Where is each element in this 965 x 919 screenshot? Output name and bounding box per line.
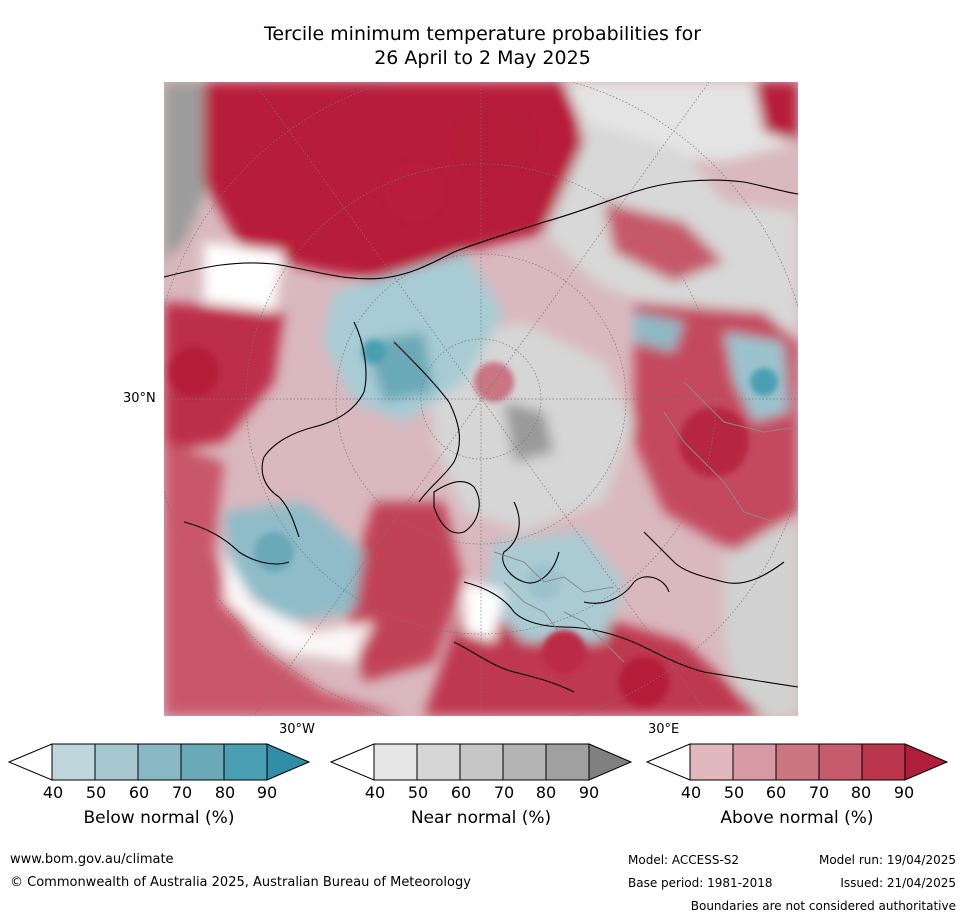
cbar-below-tick-40: 40 [42, 783, 64, 802]
coastlines [164, 179, 798, 693]
lon-label-30w: 30°W [279, 722, 315, 737]
lon-label-30e: 30°E [648, 722, 680, 737]
cbar-above-tick-60: 60 [765, 783, 787, 802]
cbar-near-swatch-0 [330, 743, 375, 781]
cbar-near-title: Near normal (%) [410, 808, 552, 828]
cbar-near-swatch-2 [416, 743, 461, 781]
graticule [164, 82, 798, 716]
cbar-near-swatch-5 [545, 743, 590, 781]
colorbar-near-normal-swatches [330, 743, 632, 781]
cbar-above-swatch-4 [818, 743, 863, 781]
cbar-near-swatch-6 [588, 743, 632, 781]
colorbar-near-normal [330, 743, 632, 781]
cbar-below-tick-60: 60 [128, 783, 150, 802]
cbar-below-tick-80: 80 [214, 783, 236, 802]
footer-model: Model: ACCESS-S2 [628, 853, 740, 867]
cbar-near-tick-40: 40 [364, 783, 386, 802]
cbar-below-swatch-1 [51, 743, 96, 781]
cbar-near-tick-60: 60 [450, 783, 472, 802]
colorbar-above-normal [646, 743, 948, 781]
cbar-below-tick-90: 90 [256, 783, 278, 802]
cbar-above-title: Above normal (%) [720, 808, 874, 828]
lat-label-30n: 30°N [123, 391, 156, 406]
chart-title-line-1: Tercile minimum temperature probabilitie… [263, 23, 702, 45]
cbar-above-tick-90: 90 [893, 783, 915, 802]
cbar-above-swatch-2 [732, 743, 777, 781]
cbar-near-tick-70: 70 [493, 783, 515, 802]
cbar-near-swatch-1 [373, 743, 418, 781]
cbar-below-swatch-4 [180, 743, 225, 781]
colorbar-below-normal-swatches [8, 743, 310, 781]
chart-title-line-2: 26 April to 2 May 2025 [374, 47, 591, 69]
probability-detail [169, 102, 778, 707]
cbar-above-tick-80: 80 [850, 783, 872, 802]
cbar-below-swatch-2 [94, 743, 139, 781]
colorbar-above-normal-swatches [646, 743, 948, 781]
cbar-near-swatch-3 [459, 743, 504, 781]
footer-website: www.bom.gov.au/climate [10, 852, 174, 867]
footer-base-period: Base period: 1981-2018 [628, 876, 773, 890]
footer-disclaimer: Boundaries are not considered authoritat… [690, 899, 956, 913]
cbar-above-swatch-6 [904, 743, 948, 781]
cbar-above-swatch-5 [861, 743, 906, 781]
cbar-above-swatch-3 [775, 743, 820, 781]
cbar-below-title: Below normal (%) [83, 808, 235, 828]
footer-issued: Issued: 21/04/2025 [840, 876, 956, 890]
cbar-above-tick-50: 50 [723, 783, 745, 802]
cbar-above-swatch-0 [646, 743, 691, 781]
cbar-below-tick-70: 70 [171, 783, 193, 802]
forecast-map [164, 82, 798, 716]
colorbar-below-normal [8, 743, 310, 781]
cbar-below-swatch-6 [266, 743, 310, 781]
footer-copyright: © Commonwealth of Australia 2025, Austra… [10, 875, 471, 890]
cbar-near-tick-90: 90 [578, 783, 600, 802]
cbar-below-swatch-0 [8, 743, 53, 781]
cbar-above-tick-40: 40 [680, 783, 702, 802]
country-borders [493, 381, 798, 663]
cbar-below-tick-50: 50 [85, 783, 107, 802]
cbar-above-tick-70: 70 [808, 783, 830, 802]
cbar-above-swatch-1 [689, 743, 734, 781]
map-canvas [164, 82, 798, 716]
cbar-near-tick-80: 80 [535, 783, 557, 802]
cbar-near-tick-50: 50 [407, 783, 429, 802]
cbar-below-swatch-5 [223, 743, 268, 781]
cbar-below-swatch-3 [137, 743, 182, 781]
cbar-near-swatch-4 [502, 743, 547, 781]
footer-model-run: Model run: 19/04/2025 [818, 853, 956, 867]
